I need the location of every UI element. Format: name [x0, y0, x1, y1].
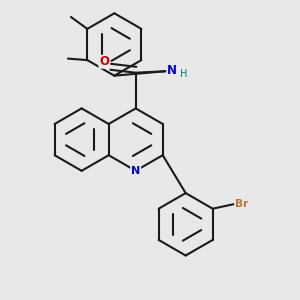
Text: N: N: [167, 64, 177, 77]
Text: N: N: [131, 166, 140, 176]
Text: Br: Br: [235, 199, 248, 209]
Text: O: O: [99, 55, 109, 68]
Text: H: H: [180, 69, 187, 79]
